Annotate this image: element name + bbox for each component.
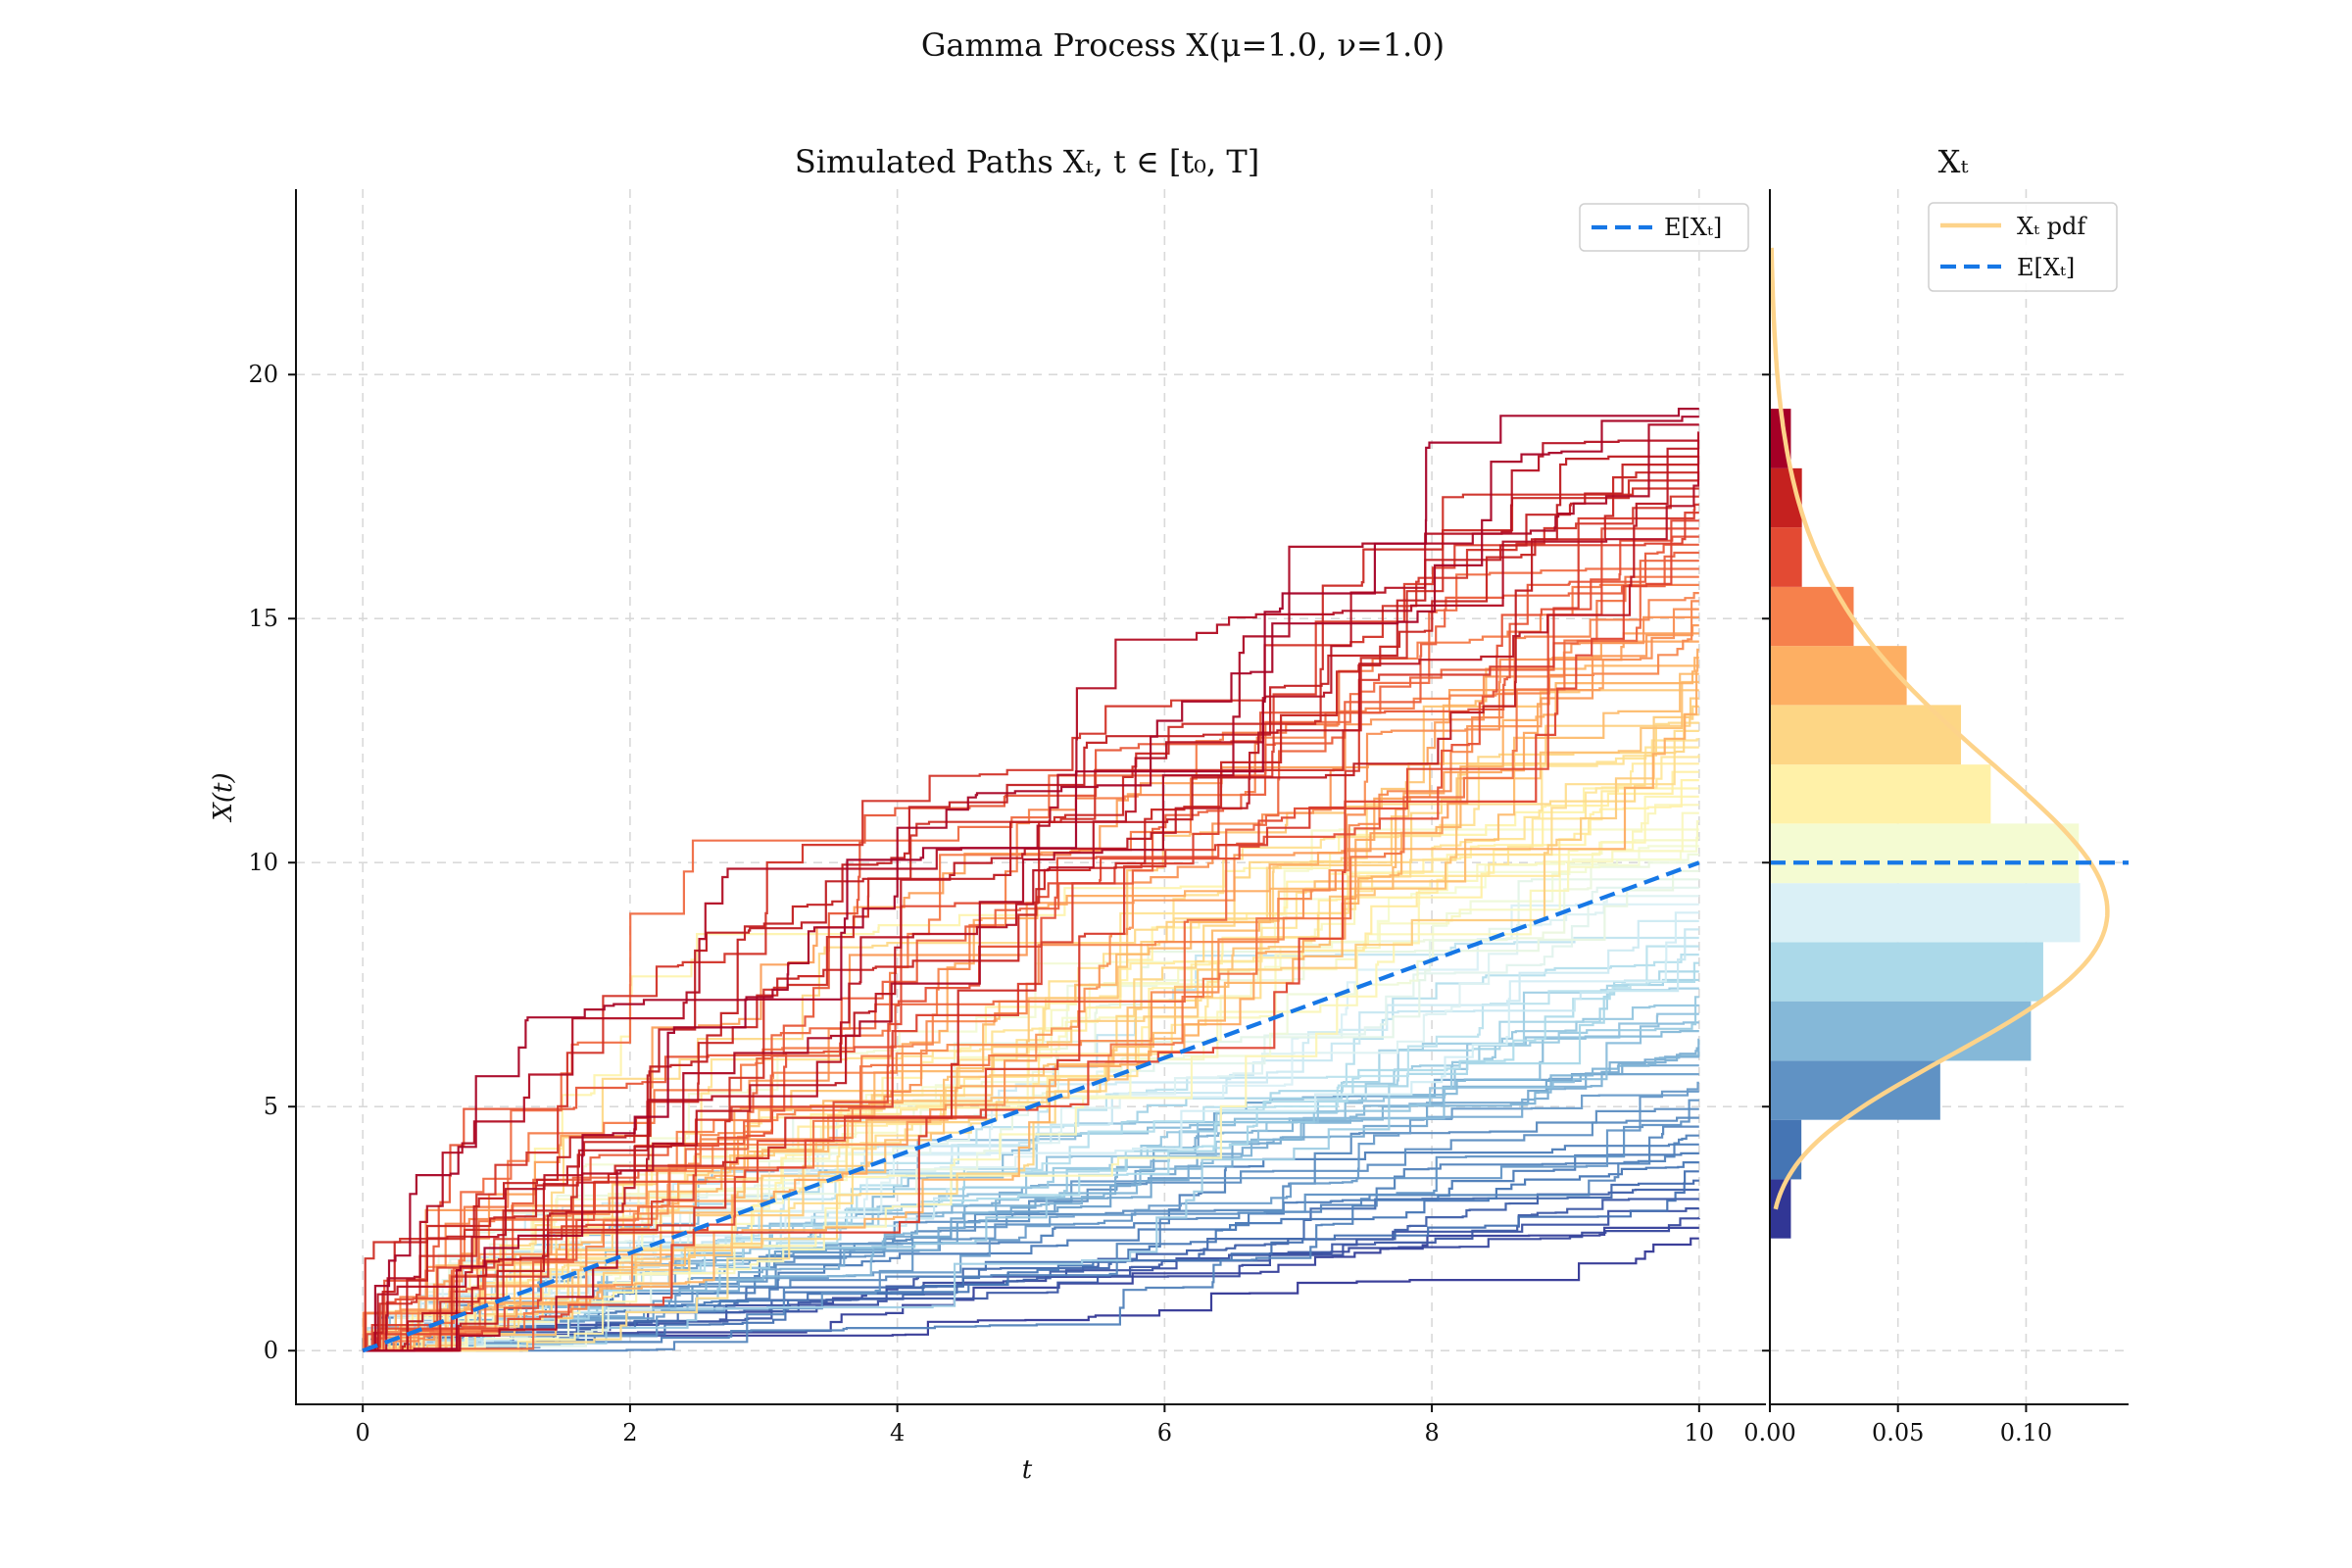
paths-x-ticks: 0 2 4 6 8 10 [356, 1404, 1715, 1446]
histogram-bar [1770, 705, 1962, 765]
simulated-path [363, 689, 1699, 1352]
simulated-path [363, 527, 1699, 1352]
x-tick-label: 4 [890, 1419, 905, 1446]
x-tick-label: 2 [622, 1419, 637, 1446]
x-tick-label: 10 [1685, 1419, 1715, 1446]
histogram-bar [1770, 1179, 1791, 1239]
paths-legend-box [1579, 203, 1749, 252]
simulated-path [363, 503, 1699, 1352]
simulated-path [363, 1170, 1699, 1352]
simulated-path [363, 1125, 1699, 1352]
mean-line [362, 860, 1700, 1353]
simulated-path [363, 680, 1699, 1352]
histogram-bar [1770, 764, 1991, 824]
marginal-x-ticks: 0.00 0.05 0.10 [1743, 1404, 2052, 1446]
histogram-bars [1770, 409, 2081, 1239]
histogram-bar [1770, 527, 1802, 587]
simulated-path [363, 583, 1699, 1352]
simulated-path [363, 1188, 1699, 1352]
simulated-path [363, 746, 1699, 1352]
paths-legend: E[Xₜ] [1579, 203, 1749, 252]
histogram-bar [1770, 1001, 2032, 1061]
x-tick-label: 0.00 [1743, 1419, 1795, 1446]
simulated-path [363, 804, 1699, 1352]
marginal-panel: Xₜ 0.00 0.05 0.10 Xₜ pdf E[Xₜ] [1743, 143, 2129, 1446]
y-tick-label: 15 [248, 605, 278, 632]
figure-suptitle: Gamma Process X(μ=1.0, ν=1.0) [921, 26, 1445, 64]
simulated-paths [362, 408, 1700, 1352]
simulated-path [363, 895, 1699, 1352]
simulated-path [363, 447, 1699, 1352]
marginal-y-ticks [1762, 373, 1770, 1352]
y-tick-label: 0 [264, 1337, 278, 1364]
paths-y-ticks: 0 5 10 15 20 [248, 361, 296, 1364]
histogram-bar [1770, 942, 2043, 1002]
simulated-path [363, 408, 1699, 1352]
x-tick-label: 0 [356, 1419, 370, 1446]
paths-legend-label: E[Xₜ] [1664, 214, 1722, 241]
simulated-path [363, 543, 1699, 1352]
histogram-bar [1770, 1119, 1802, 1180]
simulated-path [363, 423, 1699, 1352]
simulated-path [363, 495, 1699, 1352]
simulated-path [363, 903, 1699, 1352]
simulated-path [363, 464, 1699, 1352]
simulated-path [363, 632, 1699, 1352]
paths-x-axis-label: t [1022, 1455, 1033, 1485]
simulated-path [363, 697, 1699, 1352]
simulated-path [363, 535, 1699, 1352]
paths-panel: Simulated Paths Xₜ, t ∈ [t₀, T] 0 2 4 6 8 10 … [209, 143, 1766, 1485]
simulated-path [363, 471, 1699, 1352]
x-tick-label: 8 [1424, 1419, 1439, 1446]
histogram-bar [1770, 883, 2081, 943]
simulated-path [363, 512, 1699, 1352]
simulated-path [363, 1134, 1699, 1352]
simulated-path [363, 836, 1699, 1352]
x-tick-label: 0.10 [2000, 1419, 2052, 1446]
paths-panel-title: Simulated Paths Xₜ, t ∈ [t₀, T] [795, 143, 1259, 180]
y-tick-label: 10 [248, 849, 278, 876]
simulated-path [363, 657, 1699, 1352]
mean-legend-label: E[Xₜ] [2017, 254, 2075, 281]
y-tick-label: 20 [248, 361, 278, 388]
simulated-path [363, 729, 1699, 1352]
simulated-path [363, 987, 1699, 1352]
x-tick-label: 6 [1157, 1419, 1172, 1446]
marginal-panel-title: Xₜ [1938, 143, 1969, 180]
histogram-bar [1770, 646, 1907, 706]
simulated-path [363, 575, 1699, 1352]
y-tick-label: 5 [264, 1093, 278, 1120]
histogram-bar [1770, 823, 2080, 884]
paths-axes-spines [295, 189, 1766, 1405]
pdf-legend-label: Xₜ pdf [2017, 213, 2087, 240]
simulated-path [363, 416, 1699, 1352]
paths-gridlines [296, 189, 1766, 1404]
marginal-legend: Xₜ pdf E[Xₜ] [1928, 202, 2118, 292]
simulated-path [363, 648, 1699, 1352]
simulated-path [363, 551, 1699, 1352]
paths-y-axis-label: X(t) [209, 772, 238, 822]
pdf-curve [1769, 247, 2110, 1210]
x-tick-label: 0.05 [1872, 1419, 1924, 1446]
simulated-path [363, 487, 1699, 1352]
simulated-path [363, 721, 1699, 1352]
histogram-bar [1770, 586, 1854, 647]
simulated-path [363, 519, 1699, 1352]
